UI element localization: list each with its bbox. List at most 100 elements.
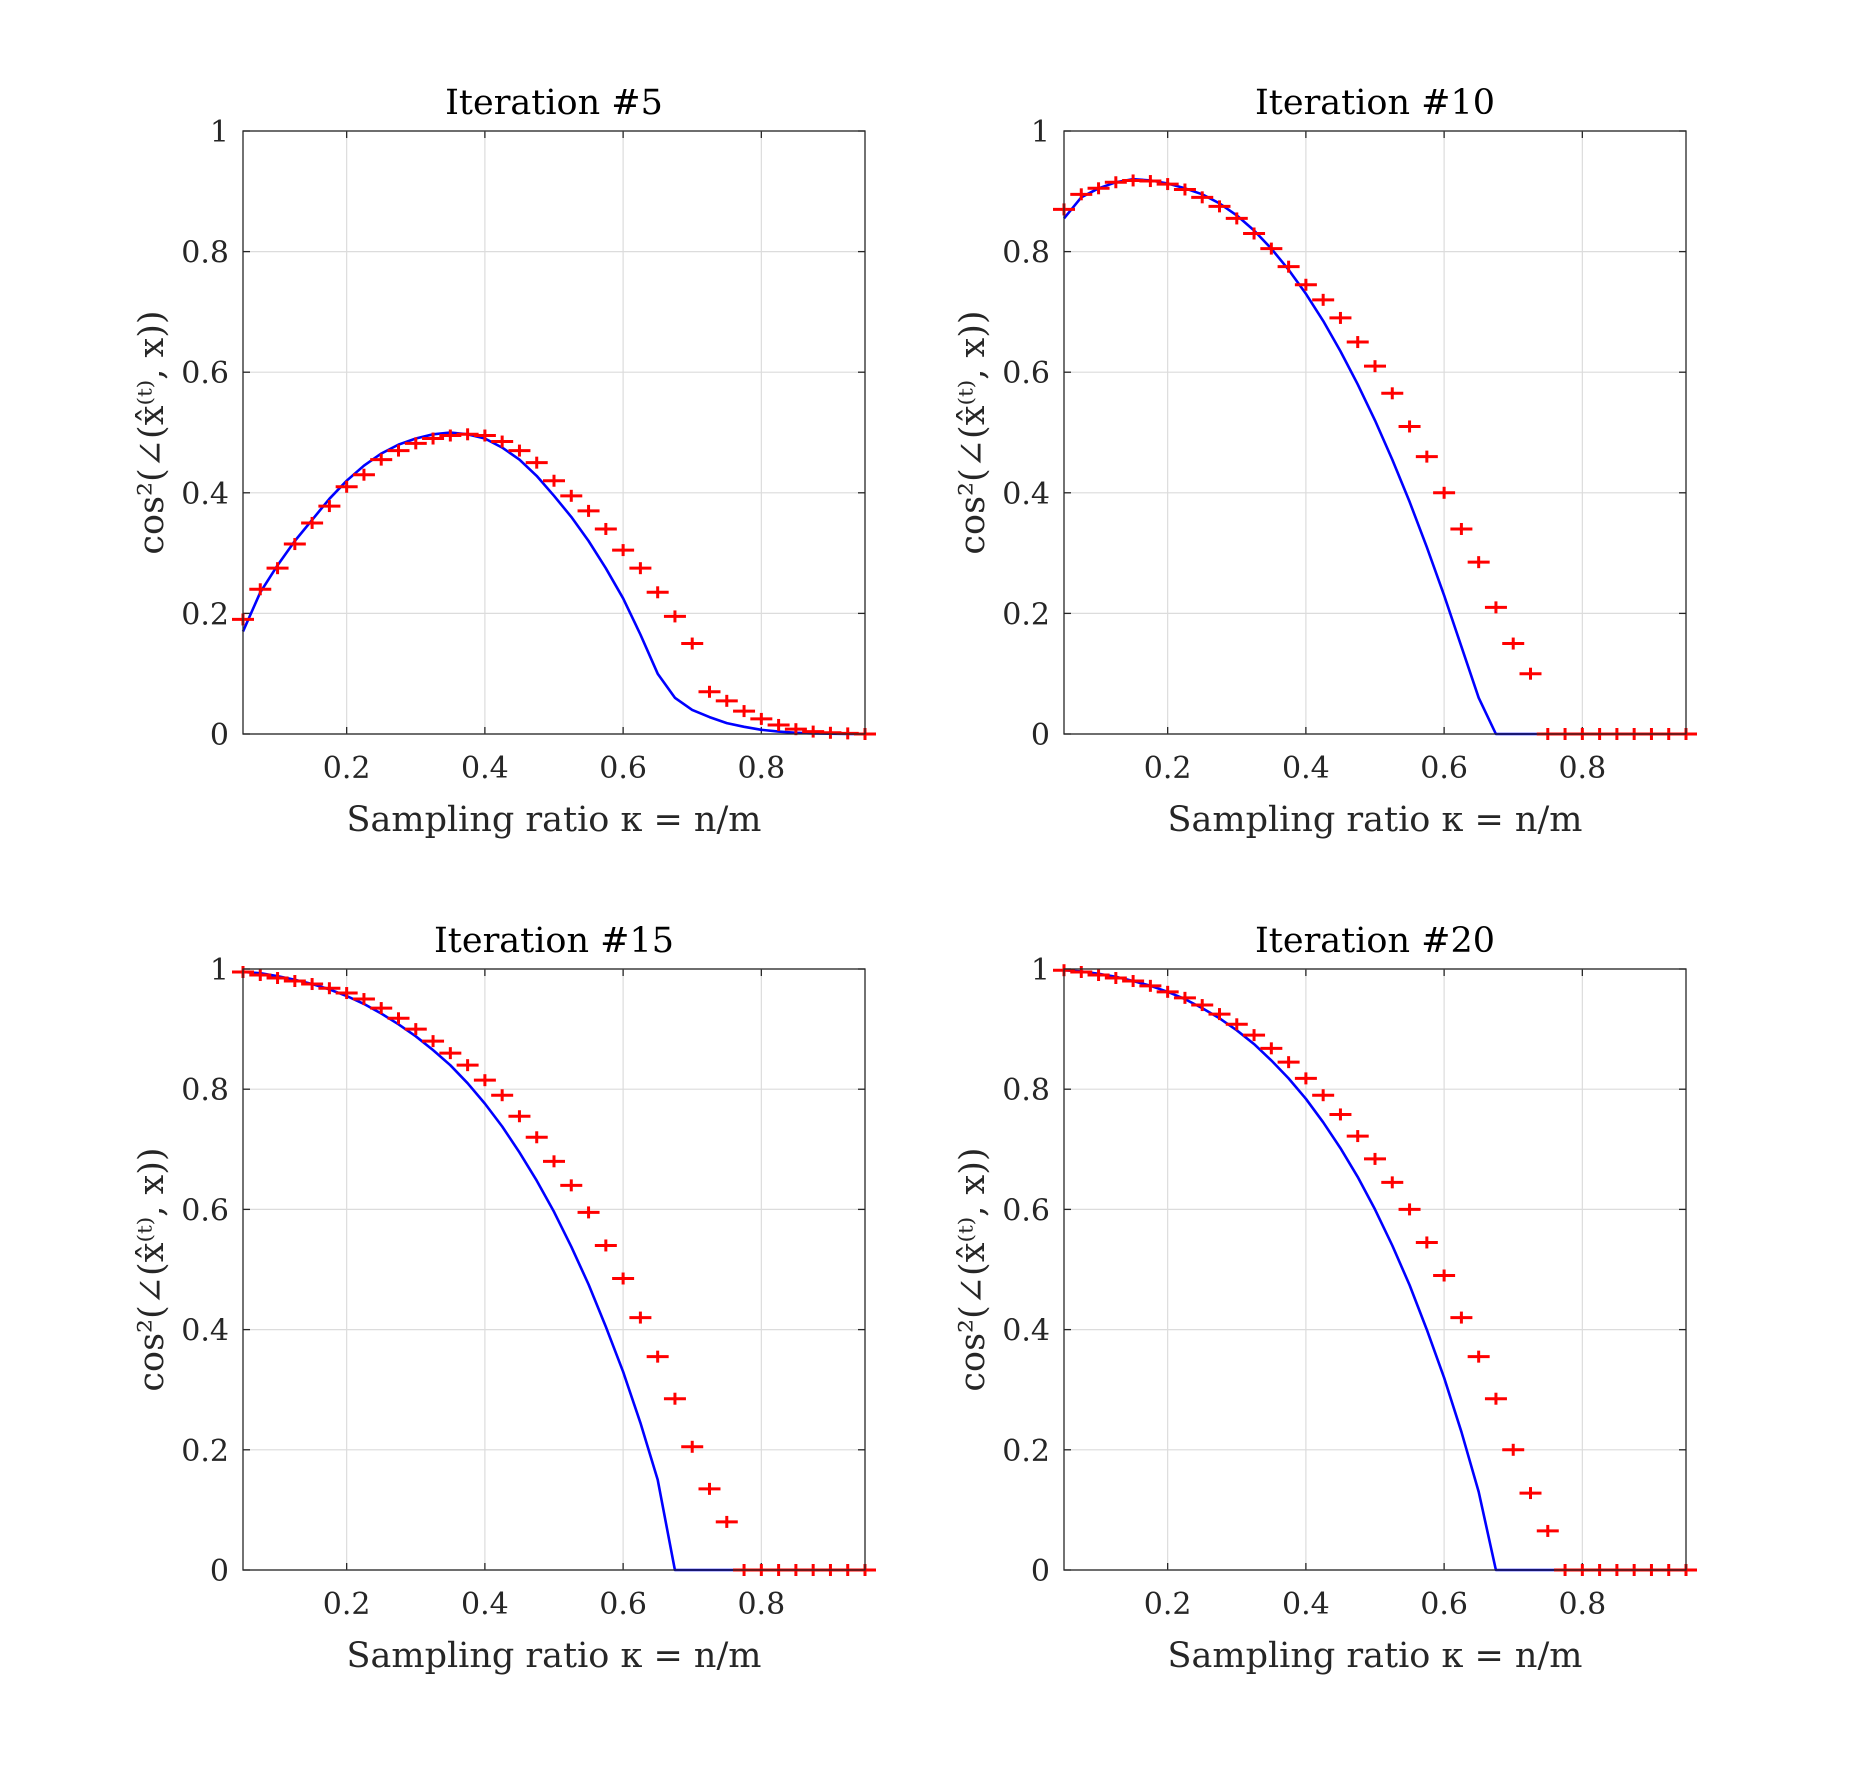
- data-point-marker: [1139, 175, 1162, 188]
- axes-frame: [1063, 130, 1687, 735]
- y-tick-label: 0: [1031, 718, 1050, 753]
- data-point-marker: [1208, 1008, 1231, 1021]
- y-tick-label: 0.8: [181, 1073, 229, 1108]
- data-point-marker: [1312, 1089, 1335, 1102]
- x-axis-label: Sampling ratio κ = n/m: [347, 1636, 762, 1676]
- data-point-marker: [1104, 972, 1127, 985]
- data-point-marker: [1225, 1018, 1248, 1031]
- x-tick-label: 0.2: [1144, 1587, 1192, 1622]
- x-tick-label: 0.4: [461, 751, 509, 786]
- data-point-marker: [1467, 556, 1490, 569]
- x-tick-label: 0.6: [1420, 1587, 1468, 1622]
- y-tick-label: 0.6: [181, 356, 229, 391]
- y-axis-label: cos²(∠(x̂⁽ᵗ⁾, x)): [132, 1147, 172, 1391]
- data-point-marker: [283, 538, 306, 551]
- chart-title: Iteration #5: [445, 83, 663, 123]
- data-point-marker: [1191, 191, 1214, 204]
- data-point-marker: [612, 1272, 635, 1285]
- chart-panel-2: 0.2 0.4 0.6 0.8 0 0.2 0.4 0.6 0.8 1 Iteration #10 S…: [953, 83, 1697, 840]
- data-point-marker: [750, 712, 773, 725]
- chart-title: Iteration #15: [434, 921, 674, 961]
- data-point-marker: [1225, 212, 1248, 225]
- data-point-marker: [577, 504, 600, 517]
- x-tick-label: 0.4: [461, 1587, 509, 1622]
- data-point-marker: [629, 1311, 652, 1324]
- data-point-marker: [1260, 1042, 1283, 1055]
- y-tick-label: 0.2: [1002, 1434, 1050, 1469]
- x-tick-label: 0.8: [1558, 751, 1606, 786]
- y-axis-label: cos²(∠(x̂⁽ᵗ⁾, x)): [132, 310, 172, 554]
- chart-panel-1: 0.2 0.4 0.6 0.8 0 0.2 0.4 0.6 0.8 1 Iteration #5 Sa…: [132, 83, 876, 840]
- data-point-marker: [560, 1179, 583, 1192]
- y-tick-label: 0.6: [181, 1193, 229, 1228]
- data-point-marker: [1502, 637, 1525, 650]
- data-point-marker: [1346, 1130, 1369, 1143]
- data-point-marker: [1191, 999, 1214, 1012]
- x-tick-label: 0.2: [323, 1587, 371, 1622]
- y-axis-label: cos²(∠(x̂⁽ᵗ⁾, x)): [953, 310, 993, 554]
- data-point-marker: [1260, 242, 1283, 255]
- data-point-marker: [1364, 360, 1386, 373]
- data-point-marker: [1277, 260, 1300, 273]
- y-tick-label: 0.4: [1002, 1314, 1050, 1349]
- theory-curve: [241, 431, 866, 736]
- data-point-marker: [422, 432, 445, 445]
- plot-area: [243, 969, 865, 1570]
- y-axis-label: cos²(∠(x̂⁽ᵗ⁾, x)): [953, 1147, 993, 1391]
- data-point-marker: [646, 1350, 669, 1363]
- data-point-marker: [525, 456, 548, 469]
- chart-title: Iteration #10: [1255, 83, 1495, 123]
- y-tick-label: 1: [1031, 953, 1050, 988]
- plot-area: [1064, 131, 1686, 734]
- y-tick-label: 1: [210, 115, 229, 150]
- data-point-marker: [352, 993, 375, 1006]
- data-point-marker: [1484, 601, 1507, 614]
- data-point-marker: [577, 1206, 600, 1219]
- data-point-marker: [1433, 1269, 1456, 1282]
- x-tick-label: 0.8: [1558, 1587, 1606, 1622]
- data-point-marker: [543, 1155, 565, 1168]
- data-point-marker: [1364, 1152, 1386, 1165]
- data-point-marker: [1139, 979, 1162, 992]
- x-tick-label: 0.2: [323, 751, 371, 786]
- x-tick-label: 0.6: [599, 751, 647, 786]
- plot-area: [1064, 969, 1686, 1570]
- data-point-marker: [1087, 182, 1110, 195]
- data-point-marker: [266, 562, 289, 575]
- data-point-marker: [370, 1002, 393, 1015]
- data-point-marker: [508, 444, 531, 457]
- data-point-marker: [1329, 1108, 1352, 1121]
- data-point-marker: [352, 468, 375, 481]
- data-point-marker: [1519, 667, 1542, 680]
- data-point-marker: [318, 500, 341, 513]
- data-point-marker: [1433, 486, 1456, 499]
- data-point-marker: [1070, 188, 1093, 201]
- data-point-marker: [1243, 1029, 1266, 1042]
- data-point-marker: [698, 685, 721, 698]
- data-point-marker: [1173, 183, 1196, 196]
- data-point-marker: [525, 1131, 548, 1144]
- data-point-marker: [767, 718, 790, 731]
- data-point-marker: [1381, 387, 1404, 400]
- data-point-marker: [543, 474, 565, 487]
- data-point-marker: [1208, 200, 1231, 213]
- data-point-marker: [1484, 1392, 1507, 1405]
- data-point-marker: [629, 562, 652, 575]
- data-point-marker: [1398, 1203, 1421, 1216]
- data-point-marker: [1122, 975, 1145, 988]
- data-point-marker: [1312, 293, 1335, 306]
- data-point-marker: [1346, 336, 1369, 349]
- data-point-marker: [301, 516, 324, 529]
- data-point-marker: [646, 586, 669, 599]
- chart-title: Iteration #20: [1255, 921, 1495, 961]
- data-point-marker: [784, 723, 807, 736]
- y-tick-label: 0.6: [1002, 1193, 1050, 1228]
- data-point-marker: [404, 1023, 427, 1036]
- data-point-marker: [698, 1482, 721, 1495]
- data-point-marker: [560, 489, 583, 502]
- data-point-marker: [1104, 176, 1127, 189]
- axes-frame: [242, 130, 866, 735]
- data-point-marker: [473, 429, 496, 442]
- data-point-marker: [370, 453, 393, 466]
